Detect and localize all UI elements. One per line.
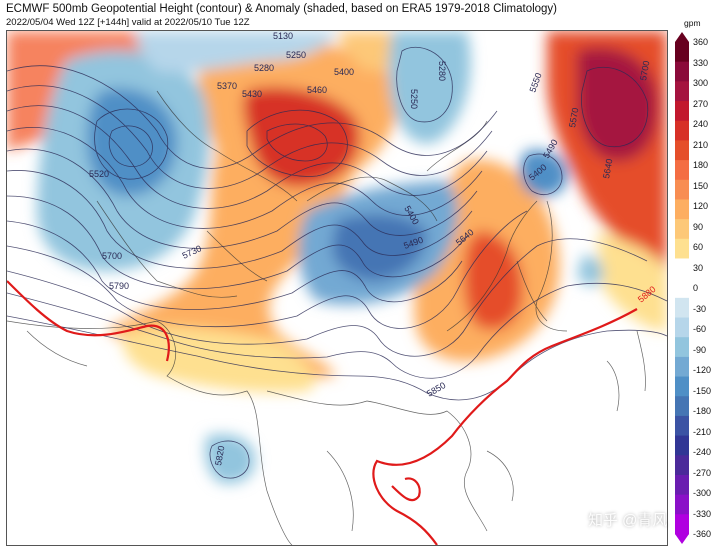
colorbar	[675, 32, 689, 544]
cold-anomaly-southwest	[205, 434, 256, 484]
colorbar-tick-label: -330	[693, 508, 712, 519]
valid-time: 2022/05/04 Wed 12Z [+144h] valid at 2022…	[6, 17, 250, 28]
colorbar-segment	[675, 455, 689, 476]
colorbar-segment	[675, 219, 689, 240]
colorbar-tick-label: 210	[693, 139, 709, 150]
colorbar-segment	[675, 317, 689, 338]
colorbar-segment	[675, 337, 689, 358]
contour-label: 5400	[334, 67, 354, 77]
warm-anomaly-far-east	[597, 231, 667, 331]
colorbar-segment	[675, 199, 689, 220]
colorbar-tick-label: -60	[693, 324, 707, 334]
colorbar-tick-label: -240	[693, 447, 712, 457]
colorbar-segment	[675, 42, 689, 63]
colorbar-segment	[675, 61, 689, 82]
colorbar-tick-label: -270	[693, 467, 712, 478]
colorbar-segment	[675, 356, 689, 378]
colorbar-segment	[675, 258, 689, 279]
cold-anomaly-ne-low	[388, 31, 471, 144]
colorbar-tick-label: 360	[693, 37, 709, 47]
cold-anomaly-north	[136, 31, 337, 73]
colorbar-segment	[675, 435, 689, 456]
contour-label: 5250	[409, 89, 419, 109]
cold-anomaly-central-core	[332, 214, 427, 281]
colorbar-tick-label: 120	[693, 201, 709, 211]
colorbar-tick-label: 300	[693, 78, 709, 88]
height-contours	[7, 46, 667, 479]
colorbar-segment	[675, 514, 689, 535]
colorbar-tick-label: 240	[693, 119, 709, 129]
colorbar-segment	[675, 474, 689, 496]
watermark: 知乎 @青风	[588, 512, 668, 529]
colorbar-arrow-bottom	[675, 534, 689, 544]
contour-label: 5850	[425, 380, 447, 399]
colorbar-tick-label: -30	[693, 303, 707, 314]
contour-label: 5700	[102, 251, 122, 261]
colorbar-tick-label: 150	[693, 180, 709, 191]
contour-label: 5280	[437, 61, 447, 81]
colorbar-segment	[675, 415, 689, 437]
colorbar-segment	[675, 238, 689, 259]
coastlines	[7, 90, 646, 545]
colorbar-tick-label: -180	[693, 406, 712, 416]
contour-label: 5250	[286, 50, 306, 60]
colorbar-tick-label: 60	[693, 242, 704, 252]
colorbar-tick-label: 0	[693, 283, 699, 293]
colorbar-segment	[675, 101, 689, 122]
ridge-5880-line	[7, 280, 638, 545]
colorbar-segment	[675, 179, 689, 200]
contour-label: 5460	[307, 85, 327, 95]
contour-label: 5700	[638, 60, 651, 81]
colorbar-tick-label: -90	[693, 344, 707, 355]
colorbar-tick-label: -210	[693, 426, 712, 437]
colorbar-unit: gpm	[684, 18, 701, 28]
colorbar-tick-label: 30	[693, 262, 704, 273]
warm-anomaly-south	[123, 326, 316, 393]
contour-label: 5570	[567, 107, 580, 128]
colorbar-tick-label: -120	[693, 365, 712, 375]
colorbar-tick-label: -300	[693, 488, 712, 498]
colorbar-segment	[675, 376, 689, 397]
colorbar-tick-label: -360	[693, 529, 712, 539]
colorbar-segment	[675, 396, 689, 417]
colorbar-tick-label: 270	[693, 98, 709, 109]
contour-label: 5130	[273, 31, 293, 41]
colorbar-arrow-top	[675, 32, 689, 42]
chart-title: ECMWF 500mb Geopotential Height (contour…	[6, 3, 558, 15]
colorbar-tick-label: -150	[693, 385, 712, 396]
anomaly-shading	[7, 31, 667, 484]
colorbar-segment	[675, 494, 689, 515]
colorbar-tick-label: 330	[693, 57, 709, 68]
contour-label: 5640	[601, 158, 614, 179]
colorbar-tick-label: 90	[693, 221, 704, 232]
warm-anomaly-central-core	[243, 87, 360, 187]
contour-label: 5550	[527, 71, 543, 93]
map-panel: 5130 5250 5280 5370 5430 5460 5400 5250 …	[6, 30, 668, 546]
cold-anomaly-east-small	[577, 255, 604, 286]
weather-map: 5130 5250 5280 5370 5430 5460 5400 5250 …	[7, 31, 667, 545]
contour-label: 5730	[181, 243, 203, 261]
cold-anomaly-small-low	[519, 150, 568, 197]
contour-label: 5280	[254, 63, 274, 73]
colorbar-segment	[675, 297, 689, 319]
contour-label: 5430	[242, 89, 262, 99]
colorbar-segment	[675, 81, 689, 102]
colorbar-segment	[675, 278, 689, 299]
colorbar-segment	[675, 160, 689, 181]
colorbar-segment	[675, 120, 689, 141]
contour-label: 5370	[217, 81, 237, 91]
contour-label: 5790	[109, 281, 129, 291]
contour-label: 5820	[213, 445, 226, 466]
colorbar-tick-label: 180	[693, 160, 709, 170]
cold-anomaly-west-core	[87, 88, 178, 196]
warm-anomaly-northeast-core	[577, 47, 658, 161]
colorbar-segment	[675, 140, 689, 161]
contour-label: 5520	[89, 169, 109, 179]
